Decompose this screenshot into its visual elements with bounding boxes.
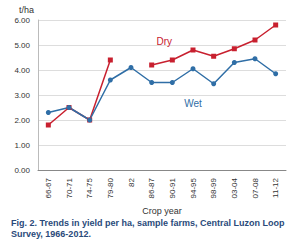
- svg-text:82: 82: [127, 177, 136, 186]
- svg-text:66-67: 66-67: [44, 177, 53, 198]
- svg-text:4.00: 4.00: [14, 66, 30, 75]
- svg-text:0.00: 0.00: [14, 166, 30, 175]
- svg-text:3.00: 3.00: [14, 91, 30, 100]
- svg-text:Crop year: Crop year: [142, 206, 182, 216]
- svg-text:Dry: Dry: [157, 36, 173, 47]
- svg-text:6.00: 6.00: [14, 16, 30, 25]
- svg-text:70-71: 70-71: [65, 177, 74, 198]
- svg-text:86-87: 86-87: [147, 177, 156, 198]
- svg-text:90-91: 90-91: [168, 177, 177, 198]
- svg-text:5.00: 5.00: [14, 41, 30, 50]
- svg-text:t/ha: t/ha: [19, 5, 34, 15]
- svg-text:74-75: 74-75: [85, 177, 94, 198]
- svg-text:2.00: 2.00: [14, 116, 30, 125]
- svg-text:03-04: 03-04: [230, 177, 239, 198]
- svg-text:1.00: 1.00: [14, 141, 30, 150]
- svg-text:07-08: 07-08: [251, 177, 260, 198]
- svg-text:79-80: 79-80: [106, 177, 115, 198]
- svg-text:Survey, 1966-2012.: Survey, 1966-2012.: [11, 229, 91, 239]
- svg-text:94-95: 94-95: [189, 177, 198, 198]
- svg-text:Wet: Wet: [184, 98, 202, 109]
- svg-text:Fig. 2. Trends in yield per ha: Fig. 2. Trends in yield per ha, sample f…: [11, 218, 287, 228]
- svg-text:98-99: 98-99: [209, 177, 218, 198]
- svg-text:11-12: 11-12: [271, 177, 280, 197]
